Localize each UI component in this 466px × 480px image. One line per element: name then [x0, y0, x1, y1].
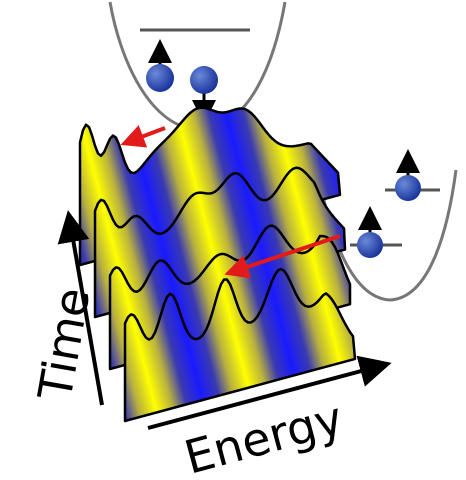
electron: [395, 175, 421, 201]
red-arrow: [128, 128, 165, 142]
x-axis-label: Energy: [179, 391, 349, 480]
figure: Time Energy: [0, 0, 466, 480]
waterfall: [80, 108, 355, 421]
electron: [190, 66, 218, 94]
electron: [146, 64, 174, 92]
electron: [357, 232, 383, 258]
y-axis-label: Time: [27, 284, 100, 405]
